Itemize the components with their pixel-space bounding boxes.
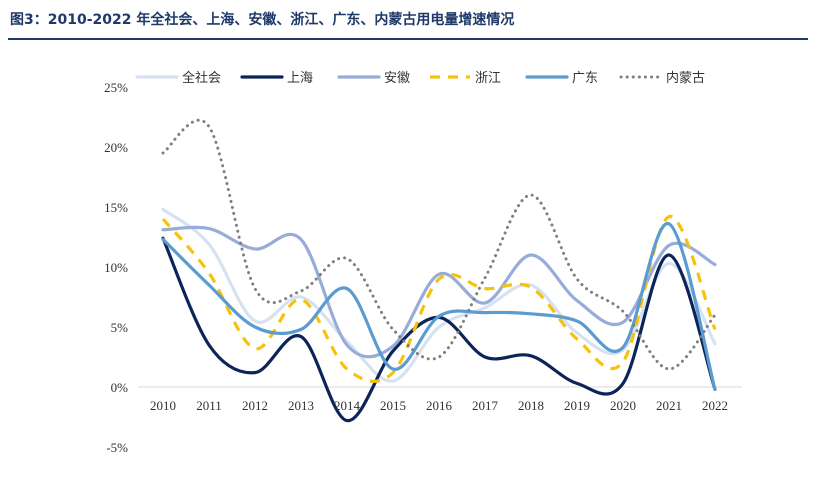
legend-label-2: 上海	[287, 71, 313, 86]
x-tick-label: 2012	[242, 398, 268, 413]
series-line-3	[161, 225, 717, 359]
series-line-6	[161, 118, 717, 371]
x-tick-label: 2016	[426, 398, 453, 413]
x-tick-label: 2019	[564, 398, 590, 413]
x-tick-label: 2017	[472, 398, 499, 413]
x-tick-label: 2013	[288, 398, 314, 413]
series-line-1	[161, 207, 717, 383]
series-line-4	[161, 215, 717, 383]
x-tick-label: 2021	[656, 398, 682, 413]
y-tick-label: 20%	[104, 140, 128, 155]
y-tick-label: -5%	[106, 440, 128, 455]
y-tick-label: 5%	[111, 320, 129, 335]
x-tick-label: 2011	[196, 398, 222, 413]
y-tick-label: 10%	[104, 260, 128, 275]
series-line-5	[161, 222, 717, 391]
legend-label-5: 广东	[572, 71, 598, 86]
y-tick-label: 25%	[104, 80, 128, 95]
series-line-2	[161, 236, 717, 423]
x-axis-ticks: 2010 2011 2012 2013 2014 2015 2016 2017 2018 2019…	[150, 398, 728, 413]
chart-legend: 全社会 上海 安徽 浙江 广东 内蒙古	[135, 70, 705, 86]
legend-label-3: 安徽	[384, 71, 410, 86]
x-tick-label: 2020	[610, 398, 636, 413]
legend-label-6: 内蒙古	[666, 70, 705, 86]
title-divider	[8, 38, 808, 40]
chart-series	[161, 118, 717, 423]
x-tick-label: 2018	[518, 398, 544, 413]
x-tick-label: 2010	[150, 398, 176, 413]
y-axis-ticks: -5% 0% 5% 10% 15% 20% 25%	[104, 80, 128, 455]
legend-label-4: 浙江	[475, 71, 501, 86]
x-tick-label: 2022	[702, 398, 728, 413]
x-tick-label: 2014	[334, 398, 361, 413]
y-tick-label: 15%	[104, 200, 128, 215]
legend-label-1: 全社会	[182, 70, 221, 86]
y-tick-label: 0%	[111, 380, 129, 395]
figure-title: 图3：2010-2022 年全社会、上海、安徽、浙江、广东、内蒙古用电量增速情况	[10, 12, 515, 28]
x-tick-label: 2015	[380, 398, 406, 413]
